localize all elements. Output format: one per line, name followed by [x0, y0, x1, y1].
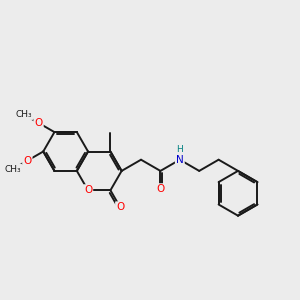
Text: O: O: [23, 156, 32, 166]
Text: CH₃: CH₃: [4, 165, 21, 174]
Text: O: O: [156, 184, 164, 194]
Text: H: H: [176, 145, 183, 154]
Text: O: O: [116, 202, 124, 212]
Text: N: N: [176, 155, 184, 165]
Text: O: O: [34, 118, 43, 128]
Text: CH₃: CH₃: [16, 110, 32, 119]
Text: O: O: [84, 185, 92, 195]
